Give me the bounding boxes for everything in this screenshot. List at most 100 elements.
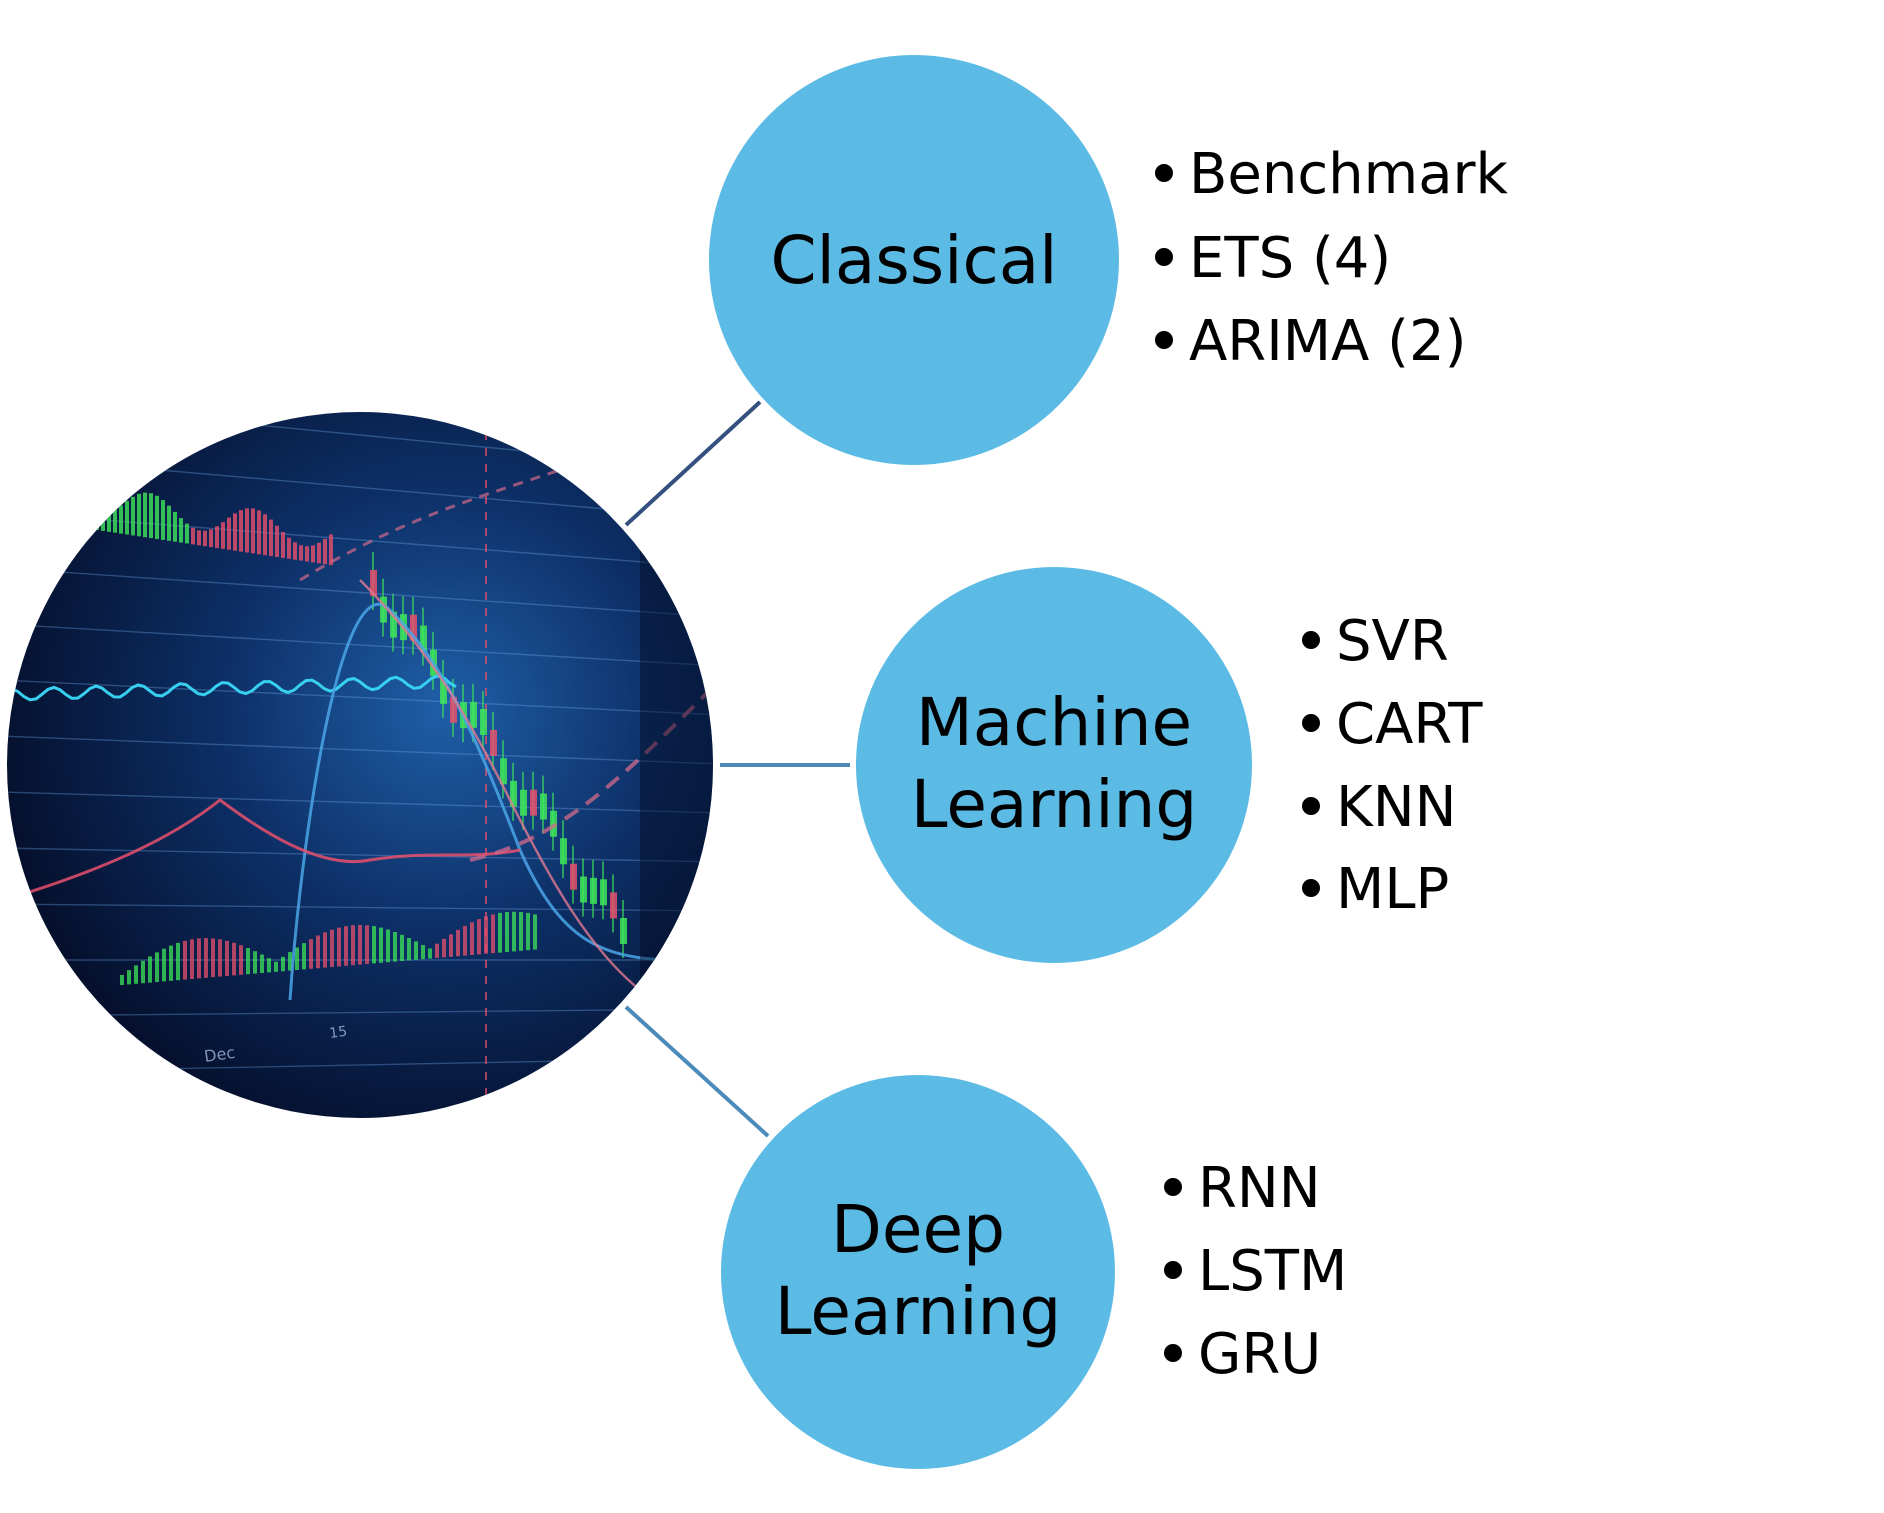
node-classical-circle [709, 55, 1119, 465]
chart-histogram-bar [113, 509, 117, 533]
chart-histogram-bar [456, 929, 460, 957]
chart-candle-body [510, 780, 517, 807]
node-classical-label: Classical [770, 222, 1057, 299]
chart-histogram-bar [149, 493, 153, 539]
chart-histogram-bar [449, 934, 453, 957]
chart-histogram-bar [137, 493, 141, 537]
node-deep-learning-label-line-1: Deep [831, 1191, 1005, 1268]
connector-classical [624, 400, 762, 527]
chart-histogram-bar [183, 940, 187, 980]
list-classical: Benchmark ETS (4) ARIMA (2) [1155, 142, 1509, 374]
chart-candle-body [580, 876, 587, 903]
chart-histogram-bar [209, 529, 213, 548]
chart-histogram-bar [169, 945, 173, 981]
chart-histogram-bar [125, 500, 129, 535]
chart-grid-line [7, 791, 713, 814]
chart-histogram-bar [470, 922, 474, 955]
chart-histogram-bar [162, 948, 166, 982]
chart-histogram-bar [218, 939, 222, 977]
chart-histogram-bar [197, 530, 201, 546]
chart-histogram-bar [505, 912, 509, 952]
chart-histogram-bar [211, 938, 215, 978]
chart-histogram-bar [372, 926, 376, 964]
chart-histogram-bar [245, 508, 249, 553]
chart-histogram-bar [173, 511, 177, 542]
chart-grid-line [7, 679, 713, 716]
chart-histogram-bar [435, 943, 439, 958]
chart-grid-line [7, 847, 713, 863]
chart-histogram-bar [167, 505, 171, 541]
chart-histogram-bar [330, 929, 334, 967]
chart-histogram-bar [442, 938, 446, 958]
chart-candle-body [540, 793, 547, 820]
list-item: LSTM [1198, 1239, 1347, 1304]
chart-histogram-bar [141, 960, 145, 984]
chart-histogram-bar [295, 947, 299, 970]
chart-histogram-bar [239, 510, 243, 552]
chart-candle-body [500, 758, 507, 785]
chart-histogram-bar [221, 522, 225, 549]
chart-vignette [640, 412, 713, 1118]
chart-candle-body [530, 789, 537, 816]
chart-histogram-bar [257, 510, 261, 555]
chart-histogram-bar [323, 932, 327, 968]
node-classical: Classical [709, 55, 1119, 465]
chart-histogram-bar [155, 495, 159, 539]
chart-histogram-bar [204, 938, 208, 978]
chart-histogram-bar [225, 940, 229, 976]
chart-series-line-pink-2 [359, 579, 641, 991]
chart-histogram-bar [179, 518, 183, 543]
chart-histogram-bar [274, 961, 278, 972]
chart-histogram-bar [148, 956, 152, 983]
chart-candle-body [390, 611, 397, 638]
chart-histogram-bar [131, 496, 135, 536]
chart-candle-body [370, 570, 377, 596]
chart-histogram-bar [260, 954, 264, 973]
chart-candle-body [380, 596, 387, 623]
chart-histogram-bar [233, 513, 237, 551]
chart-series-line-blue [288, 602, 681, 1001]
chart-grid-line [7, 1008, 713, 1017]
chart-histogram-bar [299, 545, 303, 561]
chart-series-line-pink [19, 798, 521, 897]
chart-grid-line [7, 567, 713, 618]
bullet [1155, 164, 1173, 182]
chart-histogram-bar [197, 938, 201, 979]
chart-histogram-bar [155, 952, 159, 982]
bullet [1155, 331, 1173, 349]
chart-histogram-bar [344, 926, 348, 966]
chart-histogram-bar [463, 925, 467, 956]
chart-histogram-bar [253, 951, 257, 974]
chart-histogram-bar [127, 970, 131, 985]
financial-chart-image: Dec 15 [7, 412, 713, 1118]
chart-histogram-bar [119, 505, 123, 534]
chart-histogram-bar [227, 517, 231, 550]
chart-histogram-bar [95, 515, 99, 530]
chart-histogram-bar [190, 939, 194, 979]
chart-histogram-bar [176, 942, 180, 981]
chart-histogram-bar [386, 929, 390, 963]
list-item: RNN [1198, 1156, 1321, 1221]
chart-histogram-bar [293, 542, 297, 560]
chart-histogram-bar [134, 965, 138, 984]
chart-histogram-bar [203, 530, 207, 547]
chart-grid-line [7, 623, 713, 667]
list-item: Benchmark [1189, 142, 1509, 207]
chart-histogram-bar [414, 941, 418, 960]
chart-histogram-bar [329, 534, 333, 566]
chart-histogram-bar [302, 943, 306, 970]
chart-histogram-bar [269, 519, 273, 557]
chart-axis-label-dec: Dec [203, 1043, 236, 1066]
chart-histogram-bar [365, 925, 369, 964]
bullet [1302, 714, 1320, 732]
node-deep-learning-circle [721, 1075, 1115, 1469]
chart-series-line-cyan [7, 674, 457, 702]
node-deep-learning-label-line-2: Learning [775, 1273, 1062, 1350]
chart-histogram-bar [407, 938, 411, 961]
chart-histogram-bar [421, 945, 425, 960]
chart-histogram-bar [239, 945, 243, 975]
chart-histogram-bar [275, 525, 279, 557]
list-item: SVR [1336, 609, 1449, 674]
chart-candle-body [590, 877, 597, 904]
